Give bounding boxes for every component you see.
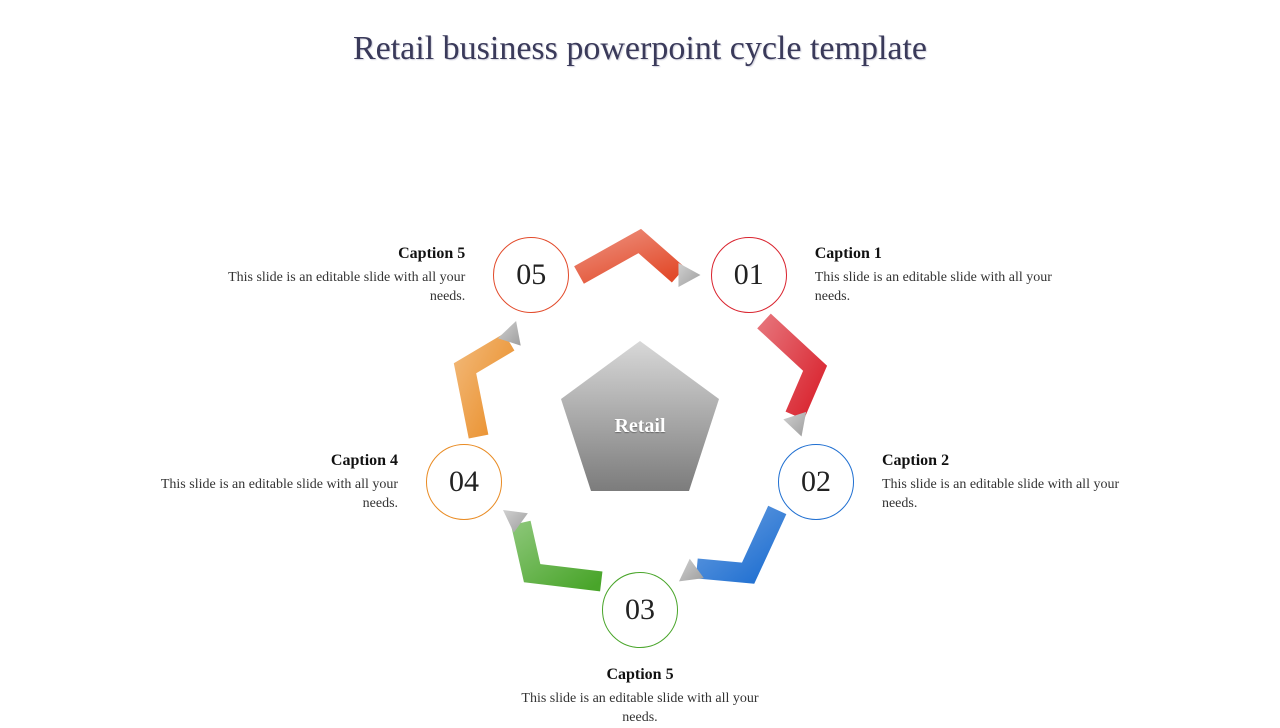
center-label: Retail [555,415,725,438]
caption-1: Caption 1 This slide is an editable slide… [815,245,1065,307]
caption-desc-5: This slide is an editable slide with all… [215,269,465,307]
caption-desc-3: This slide is an editable slide with all… [515,690,765,728]
center-pentagon: Retail [555,335,725,495]
caption-2: Caption 2 This slide is an editable slide… [882,452,1132,514]
caption-5: Caption 5 This slide is an editable slide… [215,245,465,307]
cycle-arrow-2 [655,486,801,605]
caption-4: Caption 4 This slide is an editable slide… [148,452,398,514]
caption-desc-2: This slide is an editable slide with all… [882,476,1132,514]
caption-title-2: Caption 2 [882,452,1132,470]
cycle-node-1: 01 [711,237,787,313]
cycle-node-2: 02 [778,444,854,520]
cycle-arrow-5 [555,217,724,299]
cycle-node-3: 03 [602,572,678,648]
caption-3: Caption 5 This slide is an editable slide… [515,666,765,728]
caption-title-3: Caption 5 [515,666,765,684]
cycle-node-4: 04 [426,444,502,520]
cycle-diagram: Retail 01 Caption 1 This slide is an editab… [0,110,1280,710]
caption-title-1: Caption 1 [815,245,1065,263]
cycle-arrow-1 [740,297,839,461]
caption-desc-4: This slide is an editable slide with all… [148,476,398,514]
cycle-arrow-3 [479,486,625,605]
page-title: Retail business powerpoint cycle templat… [0,30,1280,68]
caption-title-5: Caption 5 [215,245,465,263]
caption-title-4: Caption 4 [148,452,398,470]
cycle-node-5: 05 [493,237,569,313]
cycle-arrow-4 [441,297,540,461]
caption-desc-1: This slide is an editable slide with all… [815,269,1065,307]
